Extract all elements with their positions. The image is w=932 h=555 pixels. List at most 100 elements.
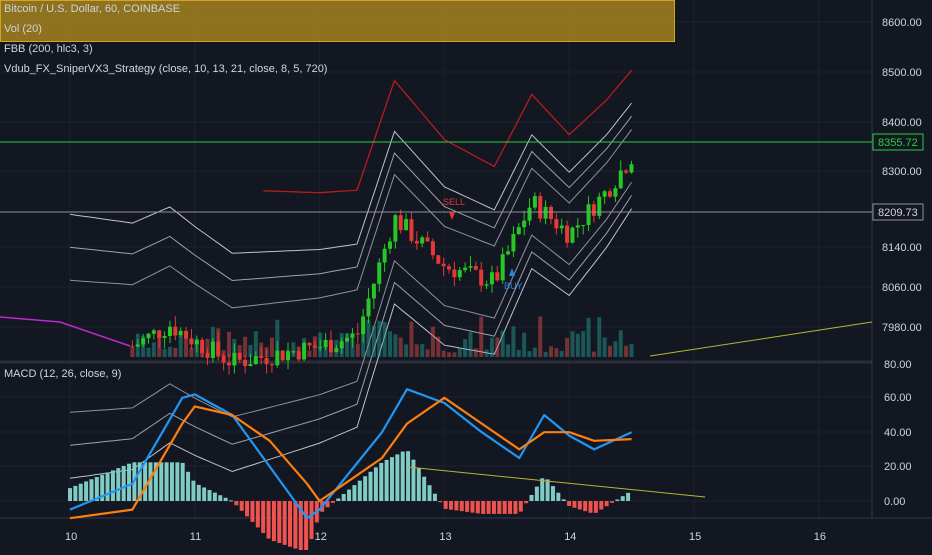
macd-histogram bbox=[68, 451, 631, 553]
candle-body bbox=[532, 196, 537, 208]
candle-body bbox=[608, 191, 613, 197]
candle-body bbox=[624, 170, 629, 173]
volume-bar bbox=[554, 348, 559, 357]
volume-bar bbox=[629, 343, 634, 357]
candle-body bbox=[554, 219, 559, 229]
candle-body bbox=[387, 241, 392, 249]
volume-bar bbox=[184, 332, 189, 357]
symbol-title[interactable]: Bitcoin / U.S. Dollar, 60, COINBASE bbox=[4, 3, 181, 15]
macd-axis[interactable]: 80.00 60.00 40.00 20.00 0.00 bbox=[884, 359, 912, 508]
price-tick-label: 8140.00 bbox=[882, 242, 922, 254]
volume-bar bbox=[205, 338, 210, 357]
histogram-bar bbox=[218, 495, 223, 501]
macd-title[interactable]: MACD (12, 26, close, 9) bbox=[4, 368, 122, 380]
volume-bar bbox=[253, 331, 258, 357]
macd-lines bbox=[69, 388, 633, 520]
histogram-bar bbox=[550, 486, 555, 501]
candle-body bbox=[613, 188, 618, 197]
candle-body bbox=[473, 266, 478, 270]
indicator-vol[interactable]: Vol (20) bbox=[4, 23, 42, 35]
volume-bar bbox=[371, 325, 376, 357]
candle-body bbox=[184, 330, 189, 339]
candle-body bbox=[629, 164, 634, 173]
histogram-bar bbox=[266, 501, 271, 539]
candle-body bbox=[398, 215, 403, 231]
volume-bar bbox=[269, 337, 274, 357]
volume-bar bbox=[307, 350, 312, 357]
histogram-bar bbox=[379, 462, 384, 501]
volume-bar bbox=[570, 331, 575, 357]
candle-body bbox=[425, 237, 430, 242]
histogram-bar bbox=[534, 486, 539, 501]
histogram-bar bbox=[153, 462, 158, 501]
histogram-bar bbox=[373, 467, 378, 501]
candle-body bbox=[468, 266, 473, 268]
volume-bar bbox=[522, 332, 527, 357]
candle-body bbox=[570, 227, 575, 243]
candle-body bbox=[484, 284, 489, 286]
histogram-bar bbox=[68, 488, 72, 501]
histogram-bar bbox=[352, 485, 357, 501]
histogram-bar bbox=[212, 492, 217, 501]
candle-body bbox=[377, 262, 382, 284]
volume-bar bbox=[441, 350, 446, 357]
indicator-fbb[interactable]: FBB (200, hlc3, 3) bbox=[4, 43, 93, 55]
candlesticks[interactable] bbox=[130, 160, 634, 375]
volume-bar bbox=[618, 330, 623, 357]
volume-bar bbox=[516, 349, 521, 357]
band-line bbox=[69, 115, 632, 282]
histogram-bar bbox=[191, 480, 196, 501]
candle-body bbox=[275, 350, 280, 366]
candle-body bbox=[162, 335, 167, 338]
legend-highlight bbox=[0, 0, 675, 42]
time-axis[interactable]: 10 11 12 13 14 15 16 bbox=[65, 531, 826, 543]
volume-bar bbox=[586, 317, 591, 357]
histogram-bar bbox=[223, 497, 228, 501]
volume-bar bbox=[473, 348, 478, 357]
indicator-sniper[interactable]: Vdub_FX_SniperVX3_Strategy (close, 10, 1… bbox=[4, 63, 328, 75]
candle-body bbox=[441, 263, 446, 267]
histogram-bar bbox=[384, 459, 389, 501]
macd-tick-label: 80.00 bbox=[884, 359, 912, 371]
histogram-bar bbox=[561, 499, 566, 501]
price-axis[interactable]: 8600.00 8500.00 8400.00 8300.00 8140.00 8060.… bbox=[882, 17, 922, 334]
histogram-bar bbox=[459, 501, 464, 512]
volume-bar bbox=[511, 326, 516, 357]
histogram-bar bbox=[620, 496, 625, 501]
volume-bar bbox=[275, 319, 280, 357]
candle-body bbox=[516, 227, 521, 235]
histogram-bar bbox=[325, 501, 330, 508]
candle-body bbox=[559, 225, 564, 229]
volume-bar bbox=[387, 331, 392, 357]
candle-body bbox=[312, 345, 317, 348]
trendline-price[interactable] bbox=[649, 321, 873, 357]
histogram-bar bbox=[583, 501, 588, 512]
volume-bar bbox=[506, 344, 511, 357]
candle-body bbox=[189, 338, 194, 345]
histogram-bar bbox=[288, 501, 293, 547]
candle-body bbox=[543, 206, 548, 219]
candle-body bbox=[414, 240, 419, 244]
buy-arrow-icon bbox=[509, 268, 515, 276]
histogram-bar bbox=[293, 501, 298, 549]
histogram-bar bbox=[78, 483, 83, 501]
time-tick-label: 11 bbox=[190, 531, 201, 543]
price-tick-label: 7980.00 bbox=[882, 322, 922, 334]
histogram-bar bbox=[577, 501, 582, 510]
candle-body bbox=[178, 330, 183, 336]
volume-bar bbox=[382, 322, 387, 357]
candle-body bbox=[194, 339, 199, 345]
histogram-bar bbox=[368, 471, 373, 501]
bollinger-bands bbox=[0, 69, 633, 479]
histogram-bar bbox=[427, 485, 432, 501]
histogram-bar bbox=[443, 501, 448, 509]
volume-bar bbox=[538, 316, 543, 357]
candle-body bbox=[146, 333, 151, 339]
trendline-macd[interactable] bbox=[407, 466, 706, 498]
volume-bar bbox=[243, 336, 248, 357]
band-line bbox=[69, 181, 633, 418]
candle-body bbox=[237, 352, 242, 360]
price-tick-label: 8500.00 bbox=[882, 67, 922, 79]
histogram-bar bbox=[449, 501, 454, 510]
candle-body bbox=[339, 341, 344, 349]
